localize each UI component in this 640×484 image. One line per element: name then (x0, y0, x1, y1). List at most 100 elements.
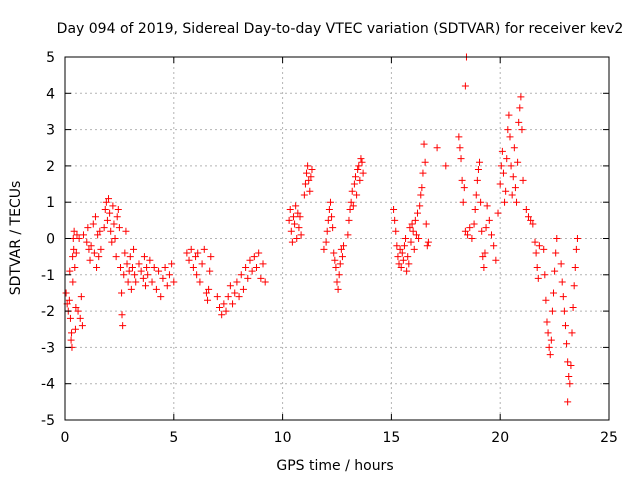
data-point (261, 278, 269, 286)
data-point (533, 264, 541, 272)
data-point (85, 245, 93, 253)
tick-layer: 0 5 10 15 20 25 -5 -4 -3 -2 -1 0 1 2 3 4 5 (41, 50, 618, 446)
data-point (144, 271, 152, 279)
data-point (170, 278, 178, 286)
data-point (473, 176, 481, 184)
data-point (297, 231, 305, 239)
data-point (558, 278, 566, 286)
data-point (347, 198, 355, 206)
data-point (187, 245, 195, 253)
data-point (306, 187, 314, 195)
data-point (107, 227, 115, 235)
data-point (517, 93, 525, 101)
data-point (143, 264, 151, 272)
data-point (295, 224, 303, 232)
data-point (535, 242, 543, 250)
data-point (545, 343, 553, 351)
data-point (553, 235, 561, 242)
data-point (132, 278, 140, 286)
data-point (109, 202, 117, 210)
data-point (142, 282, 150, 290)
data-point (163, 282, 171, 290)
data-point (395, 260, 403, 268)
data-point (135, 260, 143, 268)
data-point (87, 242, 95, 250)
data-point (235, 293, 243, 301)
data-point (185, 256, 193, 264)
data-point (308, 166, 316, 174)
data-point (560, 307, 568, 315)
data-point (476, 158, 484, 166)
data-point (482, 224, 490, 232)
data-point (524, 213, 532, 221)
data-point (304, 162, 312, 170)
data-point (213, 293, 221, 301)
data-point (571, 264, 579, 272)
data-point (548, 307, 556, 315)
data-point (239, 285, 247, 293)
data-point (207, 253, 215, 261)
data-point (567, 362, 575, 370)
data-point (193, 271, 201, 279)
data-point (71, 325, 79, 333)
data-point (293, 235, 301, 242)
data-point (472, 191, 480, 199)
data-point (286, 205, 294, 213)
data-point (392, 227, 400, 235)
data-point (123, 260, 131, 268)
data-point (550, 289, 558, 297)
y-tick-label: 1 (46, 195, 55, 211)
data-point (194, 249, 202, 257)
data-point (118, 311, 126, 319)
data-point (140, 253, 148, 261)
data-point (513, 198, 521, 206)
data-point (108, 238, 116, 246)
data-point (102, 198, 110, 206)
data-point (564, 398, 572, 406)
data-point (66, 314, 74, 322)
y-tick-label: -4 (41, 377, 55, 393)
data-point (307, 173, 315, 181)
data-point (422, 220, 430, 228)
data-point (248, 267, 256, 275)
data-point (397, 264, 405, 272)
data-point (398, 249, 406, 257)
data-point (285, 216, 293, 224)
data-point (569, 303, 577, 311)
data-point (498, 147, 506, 155)
data-point (128, 264, 136, 272)
grid-layer (65, 57, 609, 420)
data-point (100, 224, 108, 232)
data-point (563, 340, 571, 348)
data-point (155, 267, 163, 275)
data-point (408, 220, 416, 228)
data-point (346, 205, 354, 213)
data-point (113, 213, 121, 221)
data-point (196, 278, 204, 286)
data-point (96, 227, 104, 235)
data-point (250, 253, 258, 261)
data-point (303, 169, 311, 177)
data-point (70, 227, 78, 235)
data-point (507, 162, 515, 170)
data-point (419, 169, 427, 177)
data-point (106, 209, 114, 217)
y-tick-label: 0 (46, 232, 55, 248)
data-point (420, 140, 428, 148)
data-point (105, 195, 113, 203)
data-point (120, 271, 128, 279)
data-point (541, 271, 549, 279)
data-point (505, 111, 513, 119)
data-point (130, 245, 138, 253)
data-point (148, 278, 156, 286)
data-point (157, 293, 165, 301)
data-point (322, 238, 330, 246)
x-tick-label: 5 (169, 430, 178, 446)
data-point (84, 224, 92, 232)
data-point (305, 176, 313, 184)
data-point (338, 253, 346, 261)
data-point (399, 256, 407, 264)
data-point (222, 307, 230, 315)
data-point (146, 256, 154, 264)
data-point (93, 264, 101, 272)
